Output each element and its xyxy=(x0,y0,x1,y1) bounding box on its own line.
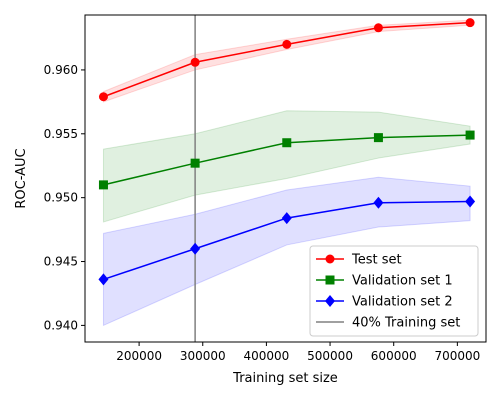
validation-set-2-point xyxy=(190,242,201,255)
x-tick-label: 400000 xyxy=(243,349,289,363)
validation-set-1-point xyxy=(190,158,200,168)
y-tick-label: 0.955 xyxy=(44,127,78,141)
x-tick-label: 700000 xyxy=(434,349,480,363)
validation-set-2-point xyxy=(465,195,476,208)
validation-set-2-point xyxy=(281,212,292,225)
validation-set-2-point xyxy=(98,273,109,286)
legend-box xyxy=(309,245,479,337)
validation-set-1-point xyxy=(98,180,108,190)
x-tick-label: 200000 xyxy=(116,349,162,363)
validation-set-1-point xyxy=(373,133,383,143)
test-set-point xyxy=(373,23,383,33)
x-axis-label: Training set size xyxy=(232,371,338,386)
y-axis-ticks: 0.940 0.945 0.950 0.955 0.960 xyxy=(44,63,85,332)
y-axis-label: ROC-AUC xyxy=(14,148,29,208)
y-tick-label: 0.960 xyxy=(44,63,78,77)
legend-marker-validation-set-2 xyxy=(325,295,335,307)
x-tick-label: 600000 xyxy=(371,349,417,363)
legend-label: Test set xyxy=(351,253,402,268)
x-axis-ticks: 200000 300000 400000 500000 600000 700000 xyxy=(116,342,480,363)
y-tick-label: 0.940 xyxy=(44,318,78,332)
test-set-point xyxy=(465,18,475,28)
test-set-point xyxy=(190,57,200,67)
x-tick-label: 500000 xyxy=(307,349,353,363)
validation-set-1-point xyxy=(282,138,292,148)
legend: Test set Validation set 1 Validation set 2… xyxy=(309,245,479,337)
x-tick-label: 300000 xyxy=(180,349,226,363)
y-tick-label: 0.945 xyxy=(44,255,78,269)
legend-marker-test-set xyxy=(325,254,335,264)
legend-label: Validation set 1 xyxy=(352,274,453,289)
y-tick-label: 0.950 xyxy=(44,191,78,205)
legend-marker-validation-set-1 xyxy=(325,275,335,285)
plot-frame xyxy=(84,14,487,343)
legend-label: Validation set 2 xyxy=(352,295,453,310)
test-set-band xyxy=(102,19,471,103)
test-set-line xyxy=(103,21,471,98)
test-set-point xyxy=(98,92,108,102)
validation-set-2-point xyxy=(373,196,384,209)
legend-label: 40% Training set xyxy=(352,316,460,331)
test-set-point xyxy=(282,39,292,49)
series-markers xyxy=(98,18,476,286)
validation-set-1-point xyxy=(465,130,475,140)
